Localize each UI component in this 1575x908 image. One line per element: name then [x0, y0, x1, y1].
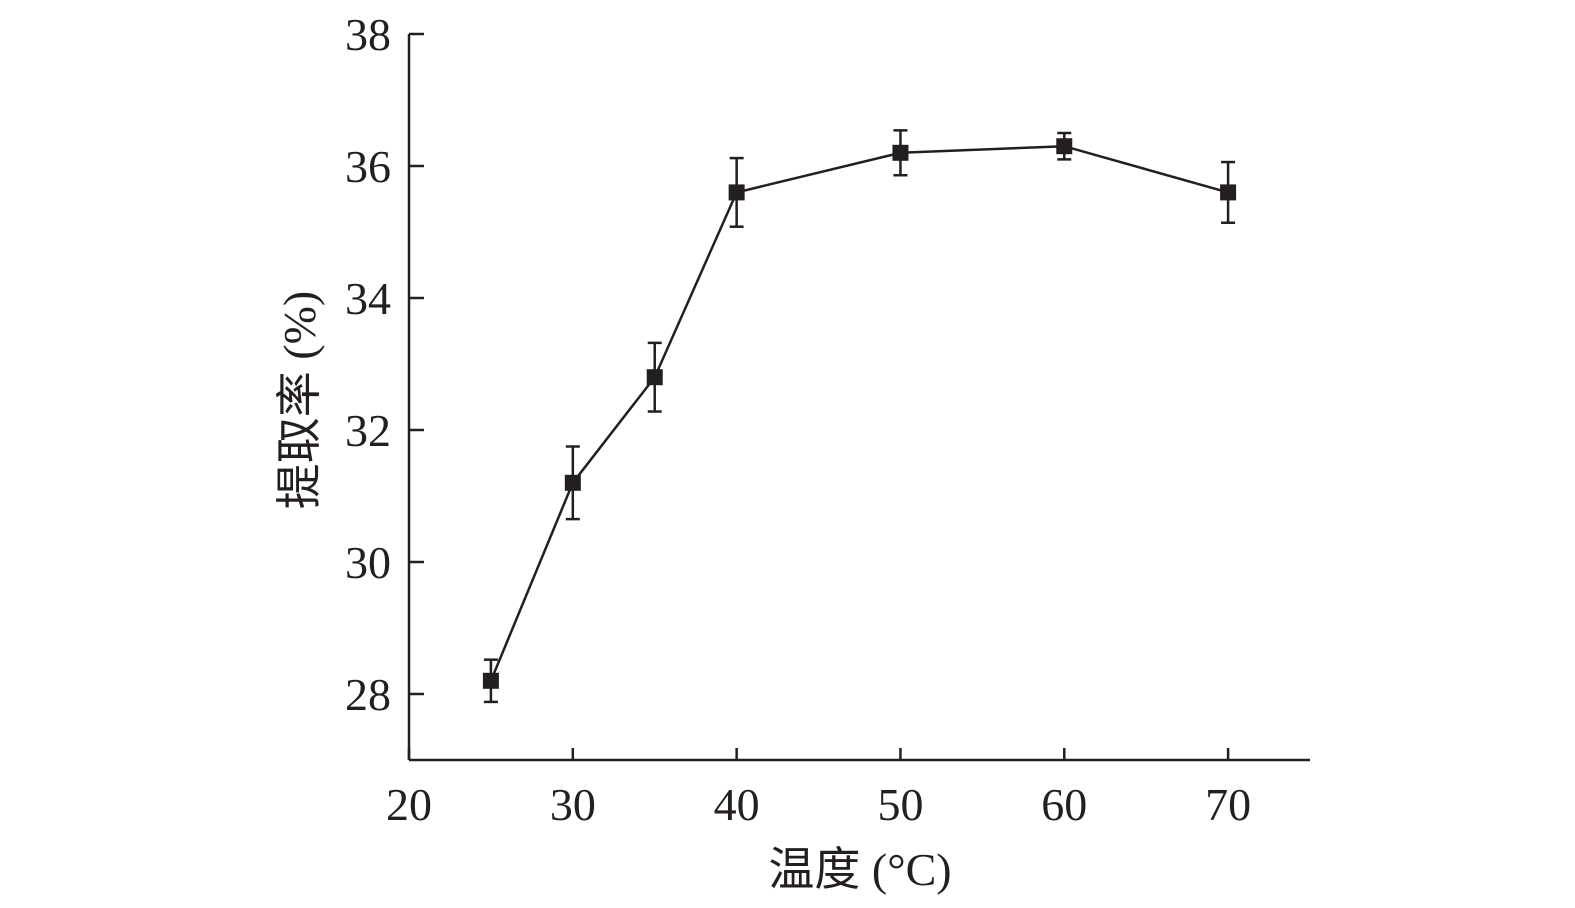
square-marker: [1220, 184, 1237, 201]
data-point: [728, 156, 745, 228]
y-tick-label: 32: [345, 405, 391, 456]
data-point: [482, 658, 499, 704]
data-point: [1056, 131, 1073, 161]
data-point: [646, 341, 663, 413]
x-tick-label: 40: [714, 779, 760, 830]
square-marker: [892, 144, 909, 161]
y-tick-label: 38: [345, 9, 391, 60]
x-tick-label: 70: [1205, 779, 1251, 830]
y-tick-label: 36: [345, 141, 391, 192]
x-tick-label: 50: [877, 779, 923, 830]
data-point: [564, 445, 581, 521]
square-marker: [564, 474, 581, 491]
y-tick-label: 34: [345, 273, 391, 324]
x-axis-title: 温度 (°C): [768, 844, 951, 895]
x-tick-label: 20: [386, 779, 432, 830]
square-marker: [728, 184, 745, 201]
y-axis-title: 提取率 (%): [274, 291, 325, 509]
square-marker: [1056, 138, 1073, 155]
x-tick-label: 30: [550, 779, 596, 830]
axes: 28 30 32 34 36 38 20 30 40 50 60 70: [345, 9, 1310, 830]
y-tick-label: 30: [345, 537, 391, 588]
square-marker: [482, 672, 499, 689]
data-point: [1220, 160, 1237, 225]
y-tick-label: 28: [345, 669, 391, 720]
series: [482, 129, 1237, 704]
series-line: [489, 144, 1229, 682]
square-marker: [646, 369, 663, 386]
x-tick-label: 60: [1041, 779, 1087, 830]
data-point: [892, 129, 909, 177]
